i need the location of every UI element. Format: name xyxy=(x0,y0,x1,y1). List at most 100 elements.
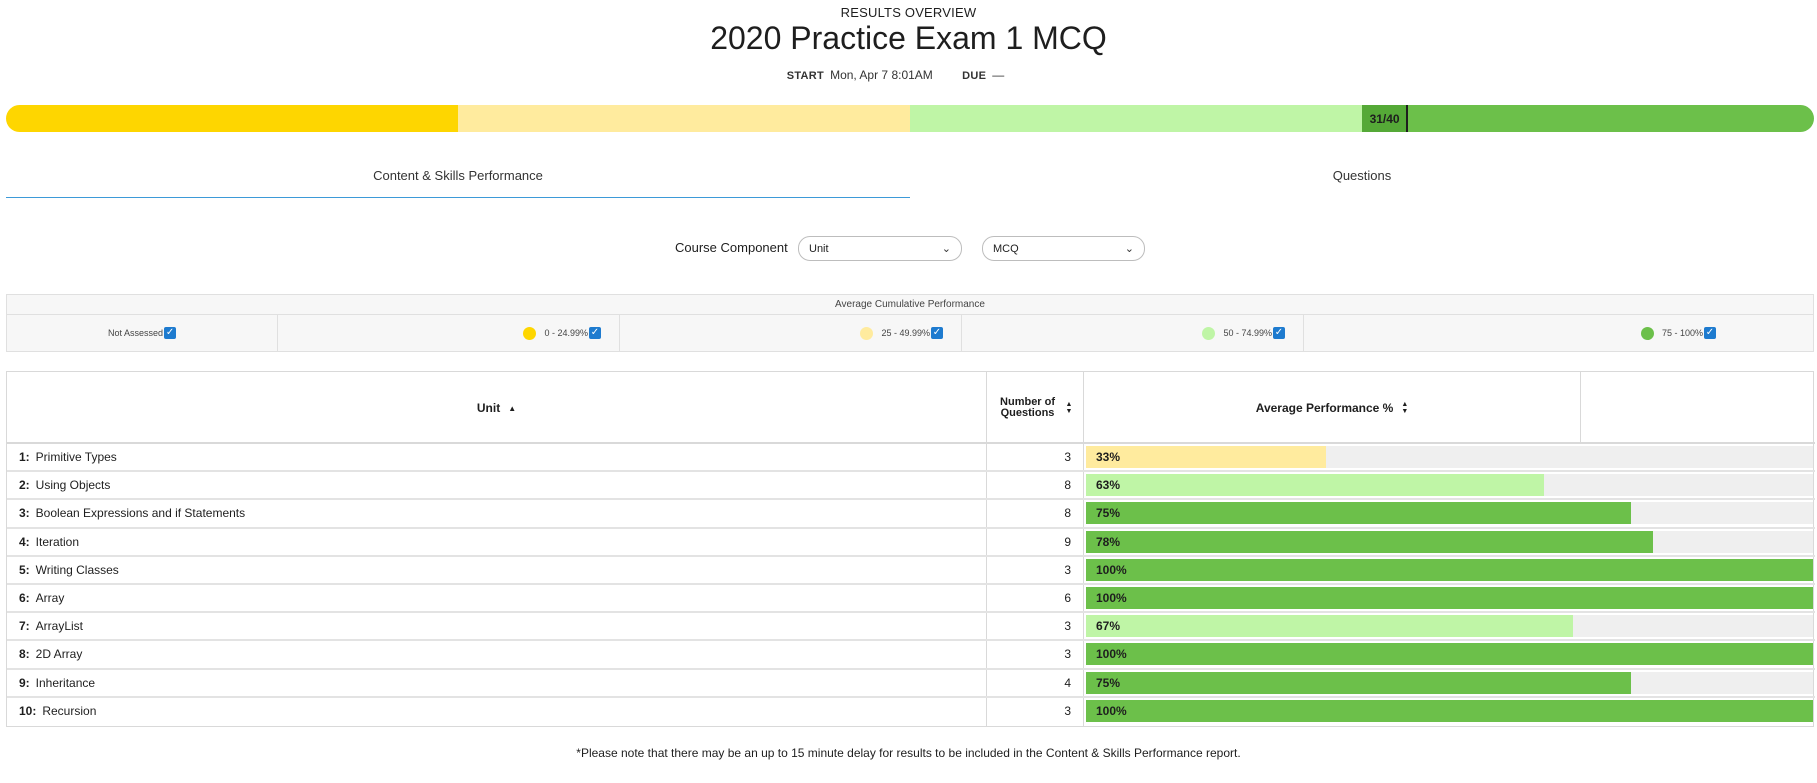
performance-bar-fill: 78% xyxy=(1086,530,1654,553)
checkbox-checked-icon[interactable]: ✓ xyxy=(589,327,601,339)
table-header: Unit ▲ Number of Questions ▲ ▼ Average Pe… xyxy=(7,372,1815,444)
progress-segment-0-25 xyxy=(6,105,458,132)
sort-ascending-icon: ▲ xyxy=(508,403,517,413)
chevron-down-icon: ⌄ xyxy=(1124,243,1134,255)
sort-icon: ▲ ▼ xyxy=(1065,401,1073,415)
unit-cell: 8: 2D Array xyxy=(7,641,987,668)
performance-bar-track: 100% xyxy=(1086,643,1813,666)
question-count-cell: 3 xyxy=(987,556,1084,583)
unit-cell: 7: ArrayList xyxy=(7,613,987,640)
table-row[interactable]: 4: Iteration 9 78% xyxy=(7,528,1815,557)
legend-label: 25 - 49.99% xyxy=(881,328,930,338)
due-label: DUE xyxy=(962,70,987,82)
legend-item-not-assessed: Not Assessed ✓ xyxy=(7,315,278,351)
unit-name: Using Objects xyxy=(35,478,111,493)
unit-name: Writing Classes xyxy=(35,562,119,577)
start-value: Mon, Apr 7 8:01AM xyxy=(830,68,933,82)
unit-name: Boolean Expressions and if Statements xyxy=(35,506,246,521)
unit-select[interactable]: Unit ⌄ xyxy=(798,236,962,261)
column-header-label: Number of Questions xyxy=(1000,396,1056,419)
unit-number: 1: xyxy=(19,450,30,464)
unit-number: 6: xyxy=(19,590,30,605)
start-label: START xyxy=(786,70,825,82)
tab-content-skills-performance[interactable]: Content & Skills Performance xyxy=(6,160,910,198)
legend-title: Average Cumulative Performance xyxy=(7,295,1813,315)
unit-name: Iteration xyxy=(35,534,80,549)
unit-name: ArrayList xyxy=(35,619,84,634)
unit-cell: 6: Array xyxy=(7,584,987,612)
unit-number: 3: xyxy=(19,506,30,521)
performance-bar-fill: 75% xyxy=(1086,502,1632,525)
table-row[interactable]: 3: Boolean Expressions and if Statements 8… xyxy=(7,500,1815,529)
progress-segment-25-50 xyxy=(458,105,910,132)
legend-item-50-75: 50 - 74.99% ✓ xyxy=(962,315,1304,351)
table-body: 1: Primitive Types 3 33% 2: Using Objects 8 63%… xyxy=(7,444,1815,726)
table-row[interactable]: 1: Primitive Types 3 33% xyxy=(7,444,1815,473)
question-count-cell: 4 xyxy=(987,669,1084,696)
column-header-average-performance[interactable]: Average Performance % ▲ ▼ xyxy=(1084,372,1581,444)
unit-number: 4: xyxy=(19,534,30,549)
performance-bar-fill: 100% xyxy=(1086,643,1813,666)
performance-bar-fill: 67% xyxy=(1086,615,1574,638)
performance-bar-track: 100% xyxy=(1086,558,1813,581)
question-count-cell: 6 xyxy=(987,584,1084,612)
question-count-cell: 8 xyxy=(987,472,1084,499)
progress-segment-50-75 xyxy=(910,105,1362,132)
performance-bar-track: 75% xyxy=(1086,671,1813,694)
unit-select-value: Unit xyxy=(809,243,829,255)
checkbox-checked-icon[interactable]: ✓ xyxy=(164,327,177,339)
table-row[interactable]: 6: Array 6 100% xyxy=(7,584,1815,614)
delay-note: *Please note that there may be an up to … xyxy=(576,746,1241,760)
performance-bar-fill: 100% xyxy=(1086,699,1813,722)
unit-number: 8: xyxy=(19,647,30,662)
unit-name: Primitive Types xyxy=(35,450,117,464)
unit-cell: 2: Using Objects xyxy=(7,472,987,499)
table-row[interactable]: 2: Using Objects 8 63% xyxy=(7,472,1815,501)
unit-cell: 4: Iteration xyxy=(7,528,987,555)
unit-name: Inheritance xyxy=(35,675,96,690)
column-header-blank xyxy=(1581,372,1815,444)
legend-label: 50 - 74.99% xyxy=(1223,328,1272,338)
performance-bar-track: 33% xyxy=(1086,446,1813,468)
unit-cell: 9: Inheritance xyxy=(7,669,987,696)
legend-label: Not Assessed xyxy=(107,328,164,338)
unit-performance-table: Unit ▲ Number of Questions ▲ ▼ Average Pe… xyxy=(6,371,1815,727)
column-header-number-of-questions[interactable]: Number of Questions ▲ ▼ xyxy=(987,372,1084,444)
unit-number: 2: xyxy=(19,478,30,493)
unit-number: 10: xyxy=(19,703,37,718)
question-count-cell: 3 xyxy=(987,444,1084,471)
score-progress-bar: 31/40 xyxy=(6,105,1814,132)
column-header-unit[interactable]: Unit ▲ xyxy=(7,372,987,444)
column-header-label: Average Performance % xyxy=(1255,401,1394,415)
performance-bar-fill: 100% xyxy=(1086,586,1813,609)
tab-questions[interactable]: Questions xyxy=(1332,168,1392,183)
unit-number: 7: xyxy=(19,619,30,634)
table-row[interactable]: 7: ArrayList 3 67% xyxy=(7,613,1815,642)
unit-number: 5: xyxy=(19,562,30,577)
checkbox-checked-icon[interactable]: ✓ xyxy=(931,327,943,339)
legend-item-0-25: 0 - 24.99% ✓ xyxy=(278,315,620,351)
unit-cell: 1: Primitive Types xyxy=(7,444,987,471)
course-component-label: Course Component xyxy=(675,240,788,255)
sort-icon: ▲ ▼ xyxy=(1401,401,1409,415)
performance-bar-track: 100% xyxy=(1086,699,1813,722)
performance-bar-fill: 33% xyxy=(1086,446,1326,468)
performance-bar-fill: 75% xyxy=(1086,671,1632,694)
performance-bar-track: 67% xyxy=(1086,615,1813,638)
unit-cell: 10: Recursion xyxy=(7,697,987,726)
light-green-dot-icon xyxy=(1202,326,1216,340)
performance-bar-track: 63% xyxy=(1086,474,1813,497)
unit-cell: 5: Writing Classes xyxy=(7,556,987,583)
unit-name: Array xyxy=(35,590,65,605)
checkbox-checked-icon[interactable]: ✓ xyxy=(1273,327,1285,339)
table-row[interactable]: 10: Recursion 3 100% xyxy=(7,697,1815,726)
exam-meta: START Mon, Apr 7 8:01AM DUE — xyxy=(0,68,1817,82)
checkbox-checked-icon[interactable]: ✓ xyxy=(1704,327,1716,339)
table-row[interactable]: 9: Inheritance 4 75% xyxy=(7,669,1815,698)
performance-bar-track: 100% xyxy=(1086,586,1813,609)
table-row[interactable]: 5: Writing Classes 3 100% xyxy=(7,556,1815,585)
performance-bar-track: 75% xyxy=(1086,502,1813,525)
assessment-type-select[interactable]: MCQ ⌄ xyxy=(982,236,1145,261)
table-row[interactable]: 8: 2D Array 3 100% xyxy=(7,641,1815,670)
question-count-cell: 3 xyxy=(987,697,1084,726)
